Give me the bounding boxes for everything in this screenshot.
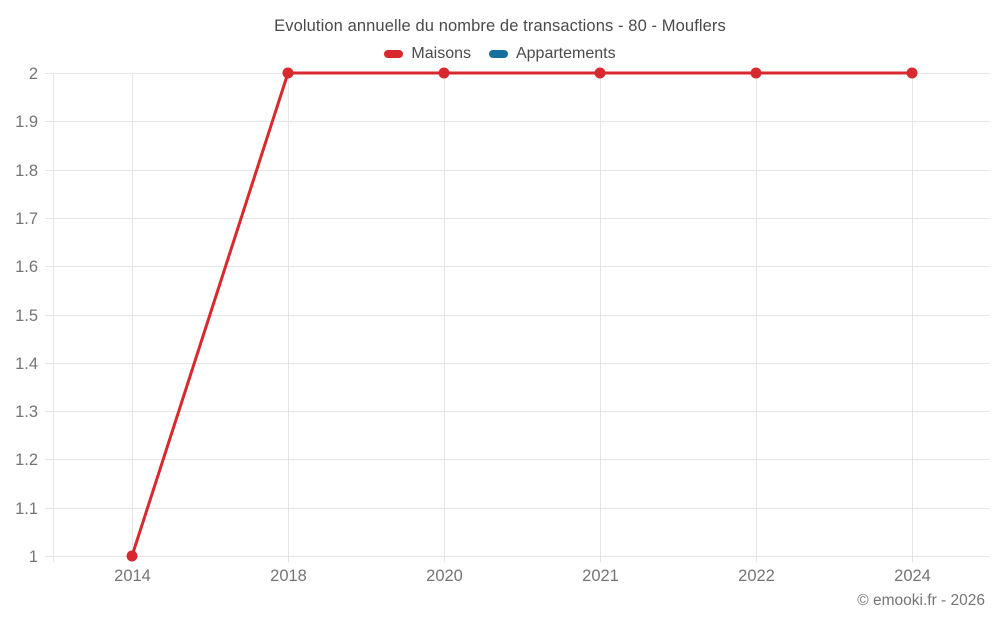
- y-axis-label: 1.8: [15, 162, 38, 180]
- legend-label-appartements: Appartements: [515, 45, 616, 62]
- y-axis-label: 1.7: [15, 210, 38, 228]
- y-axis-label: 1.5: [15, 307, 38, 325]
- legend-swatch-maisons: [384, 50, 404, 58]
- legend-item-maisons[interactable]: Maisons: [384, 45, 471, 63]
- data-point-maisons[interactable]: [282, 67, 294, 79]
- data-point-maisons[interactable]: [594, 67, 606, 79]
- y-axis-label: 1.3: [15, 403, 38, 421]
- copyright-note: © emooki.fr - 2026: [857, 592, 985, 609]
- data-point-maisons[interactable]: [906, 67, 918, 79]
- x-axis-label: 2022: [738, 567, 775, 585]
- series-line-maisons: [130, 71, 914, 558]
- legend-item-appartements[interactable]: Appartements: [488, 45, 616, 63]
- y-axis-label: 1.9: [15, 113, 38, 131]
- x-axis-label: 2020: [426, 567, 463, 585]
- x-axis-label: 2024: [894, 567, 931, 585]
- y-axis-label: 2: [29, 65, 38, 83]
- y-axis-label: 1.2: [15, 451, 38, 469]
- data-point-maisons[interactable]: [750, 67, 762, 79]
- legend-swatch-appartements: [488, 50, 508, 58]
- y-axis-label: 1.1: [15, 500, 38, 518]
- data-point-maisons[interactable]: [126, 550, 138, 562]
- x-axis-label: 2018: [270, 567, 307, 585]
- x-axis-label: 2014: [114, 567, 151, 585]
- y-axis-label: 1.4: [15, 355, 38, 373]
- chart-legend: Maisons Appartements: [0, 45, 1000, 63]
- y-axis-label: 1.6: [15, 258, 38, 276]
- chart-title: Evolution annuelle du nombre de transact…: [274, 17, 726, 35]
- x-axis-label: 2021: [582, 567, 619, 585]
- y-axis-label: 1: [29, 548, 38, 566]
- legend-label-maisons: Maisons: [411, 45, 471, 62]
- data-point-maisons[interactable]: [438, 67, 450, 79]
